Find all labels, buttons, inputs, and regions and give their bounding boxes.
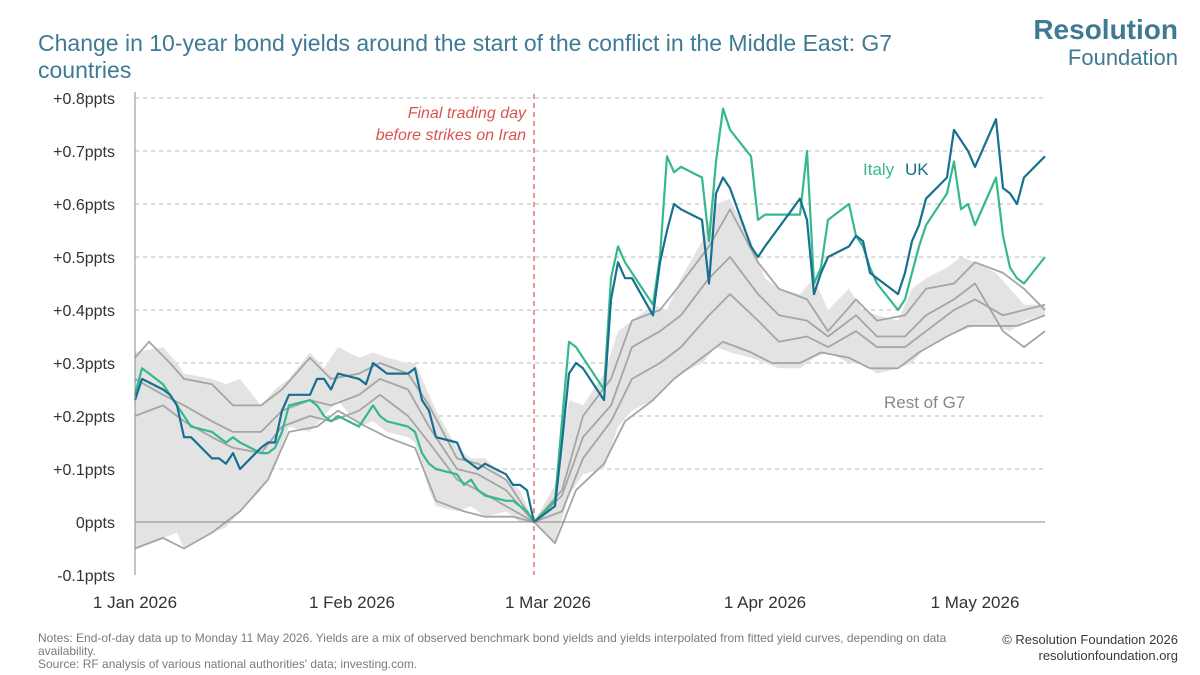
y-tick-label: +0.5ppts — [53, 250, 115, 267]
series-line-italy — [133, 107, 1046, 524]
x-tick-label: 1 Apr 2026 — [724, 593, 806, 612]
rest-of-g7-range-area — [135, 198, 1045, 549]
rest-of-g7-line — [134, 208, 1046, 523]
source-text: Source: RF analysis of various national … — [38, 657, 418, 671]
event-marker: Final trading day before strikes on Iran — [376, 94, 535, 575]
logo-line-1: Resolution — [1033, 14, 1178, 45]
y-tick-label: +0.8ppts — [53, 91, 115, 108]
rest-of-g7-line — [134, 293, 1046, 523]
chart-title: Change in 10-year bond yields around the… — [38, 30, 893, 83]
event-annotation-line-1: Final trading day — [408, 105, 527, 122]
x-tick-label: 1 Feb 2026 — [309, 593, 395, 612]
logo-line-2: Foundation — [1067, 45, 1178, 70]
y-tick-label: +0.6ppts — [53, 197, 115, 214]
x-tick-label: 1 Jan 2026 — [93, 593, 177, 612]
rest-of-g7-line — [134, 314, 1046, 550]
series-label-rest-of-g7: Rest of G7 — [884, 393, 965, 412]
rest-of-g7-lines — [134, 208, 1046, 550]
x-tick-label: 1 May 2026 — [931, 593, 1020, 612]
axes: -0.1ppts 0ppts +0.1ppts +0.2ppts +0.3ppts +0.… — [53, 91, 1045, 612]
series-label-uk: UK — [905, 160, 929, 179]
x-tick-label: 1 Mar 2026 — [505, 593, 591, 612]
series-label-italy: Italy — [863, 160, 895, 179]
rest-of-g7-line — [134, 256, 1046, 523]
y-tick-label: +0.1ppts — [53, 462, 115, 479]
y-tick-label: 0ppts — [76, 515, 115, 532]
y-tick-label: +0.4ppts — [53, 303, 115, 320]
event-annotation-line-2: before strikes on Iran — [376, 127, 526, 144]
highlight-series — [133, 107, 1046, 524]
series-line-uk — [133, 118, 1046, 524]
y-tick-label: -0.1ppts — [57, 568, 115, 585]
series-labels: Italy UK Rest of G7 — [863, 160, 965, 412]
y-tick-label: +0.7ppts — [53, 144, 115, 161]
y-tick-label: +0.3ppts — [53, 356, 115, 373]
notes-text: Notes: End-of-day data up to Monday 11 M… — [38, 631, 947, 658]
copyright: © Resolution Foundation 2026 resolutionf… — [1002, 632, 1178, 664]
resolution-foundation-logo: Resolution Foundation — [1000, 14, 1178, 70]
y-tick-label: +0.2ppts — [53, 409, 115, 426]
copyright-line-2: resolutionfoundation.org — [1038, 648, 1179, 663]
rest-of-g7-band — [135, 198, 1045, 549]
copyright-line-1: © Resolution Foundation 2026 — [1002, 632, 1178, 647]
chart-notes: Notes: End-of-day data up to Monday 11 M… — [38, 632, 998, 671]
